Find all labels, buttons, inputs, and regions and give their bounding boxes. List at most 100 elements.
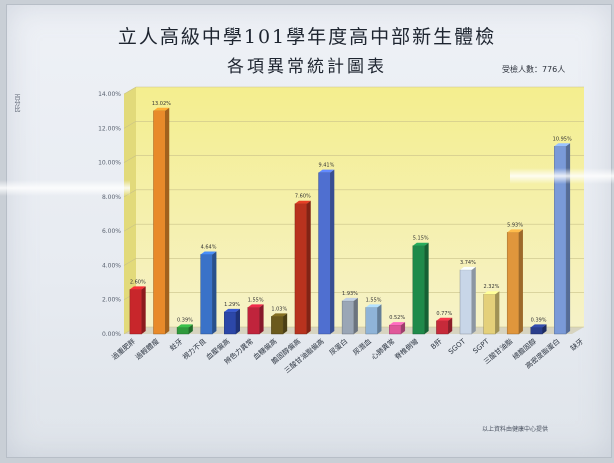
bar-side (188, 324, 193, 334)
bar (554, 146, 567, 335)
bar (389, 324, 402, 335)
bar (318, 172, 331, 335)
chart-side-wall (124, 87, 136, 334)
gridline (123, 155, 584, 163)
bar-top (318, 169, 335, 173)
bar-top (436, 317, 453, 321)
data-label: 1.29% (224, 302, 240, 308)
bar-side (542, 324, 547, 334)
data-label: 7.60% (295, 194, 311, 200)
data-label: 1.55% (248, 297, 264, 303)
data-label: 5.15% (413, 236, 429, 242)
data-label: 13.02% (152, 101, 171, 107)
x-tick-label: 脊椎側彎 (393, 337, 420, 362)
bar-top (554, 143, 571, 147)
x-tick-label: 尿潛血 (351, 337, 373, 357)
bar-top (177, 324, 193, 328)
bar-side (401, 322, 406, 334)
bar (341, 300, 355, 335)
gridline (123, 258, 584, 266)
bar-side (259, 304, 264, 334)
bar (129, 289, 142, 335)
bar-top (153, 107, 170, 111)
data-label: 2.32% (484, 284, 500, 290)
bar-top (200, 251, 217, 255)
data-label: 1.03% (271, 306, 287, 312)
x-tick-label: B肝 (429, 337, 443, 351)
bar-side (424, 242, 429, 334)
bar-top (342, 297, 358, 301)
x-tick-label: SGPT (472, 337, 492, 355)
data-label: 3.74% (460, 260, 476, 266)
bar-top (507, 229, 523, 233)
bar-side (495, 291, 500, 334)
bar (530, 327, 543, 335)
bar-top (247, 304, 264, 308)
bar-side (518, 229, 523, 334)
data-label: 9.41% (318, 163, 334, 169)
x-tick-label: 心肺異常 (369, 337, 396, 362)
bar-side (236, 308, 240, 334)
bar-side (141, 286, 146, 334)
chart-title-line2: 各項異常統計圖表 (227, 57, 387, 77)
bar (506, 232, 520, 335)
y-tick-label: 10.00% (98, 160, 121, 167)
bar-side (283, 313, 288, 334)
x-tick-label: 蛀牙 (168, 337, 185, 353)
bar-top (389, 322, 406, 326)
data-label: 4.64% (201, 244, 217, 250)
bar (176, 327, 190, 335)
data-label: 1.93% (342, 291, 358, 297)
x-tick-label: 視力不良 (181, 337, 208, 362)
bar (153, 110, 166, 335)
bar-top (483, 291, 500, 295)
x-tick-label: 尿蛋白 (327, 337, 349, 357)
bar-top (129, 286, 146, 290)
gridline (123, 223, 584, 232)
bar (365, 307, 378, 335)
chart-title-line1: 立人高級中學101學年度高中部新生體檢 (117, 26, 497, 48)
data-label: 5.93% (507, 222, 523, 228)
bar (459, 269, 472, 335)
examinee-count: 受檢人數：776人 (502, 65, 566, 74)
y-tick-label: 0.00% (102, 331, 121, 338)
bar (483, 294, 496, 335)
x-tick-label: SGOT (447, 337, 468, 356)
footer-note: 以上資料由健康中心提供 (482, 426, 549, 433)
bar-top (271, 313, 288, 317)
data-label: 0.39% (531, 317, 547, 323)
bar-side (165, 107, 170, 334)
bar-top (294, 200, 311, 204)
bar-top (412, 242, 429, 246)
gridline (123, 86, 584, 95)
bar-side (566, 143, 571, 334)
x-tick-label: 三酸甘油脂偏高 (282, 337, 325, 375)
bar-top (365, 304, 382, 308)
y-tick-label: 14.00% (98, 91, 121, 98)
y-tick-label: 2.00% (102, 297, 121, 304)
data-label: 0.39% (177, 317, 193, 323)
bar-side (212, 251, 217, 334)
data-label: 1.55% (366, 297, 382, 303)
bar (412, 245, 425, 335)
data-label: 0.52% (389, 315, 405, 321)
bar-side (306, 200, 311, 334)
bar-top (224, 308, 240, 312)
data-label: 2.60% (130, 279, 146, 285)
bar (294, 203, 307, 335)
y-tick-label: 12.00% (98, 125, 121, 132)
bar-side (330, 169, 335, 334)
x-tick-label: 缺牙 (569, 337, 586, 353)
bar-top (530, 324, 547, 328)
bar (247, 307, 260, 335)
bar (200, 254, 213, 335)
bar-side (471, 266, 476, 334)
bar-side (377, 304, 382, 334)
bar-side (353, 297, 358, 334)
bar (224, 311, 237, 335)
data-label: 10.95% (553, 136, 572, 142)
gridline (123, 120, 584, 129)
bar (271, 316, 284, 335)
data-label: 0.77% (436, 311, 452, 317)
